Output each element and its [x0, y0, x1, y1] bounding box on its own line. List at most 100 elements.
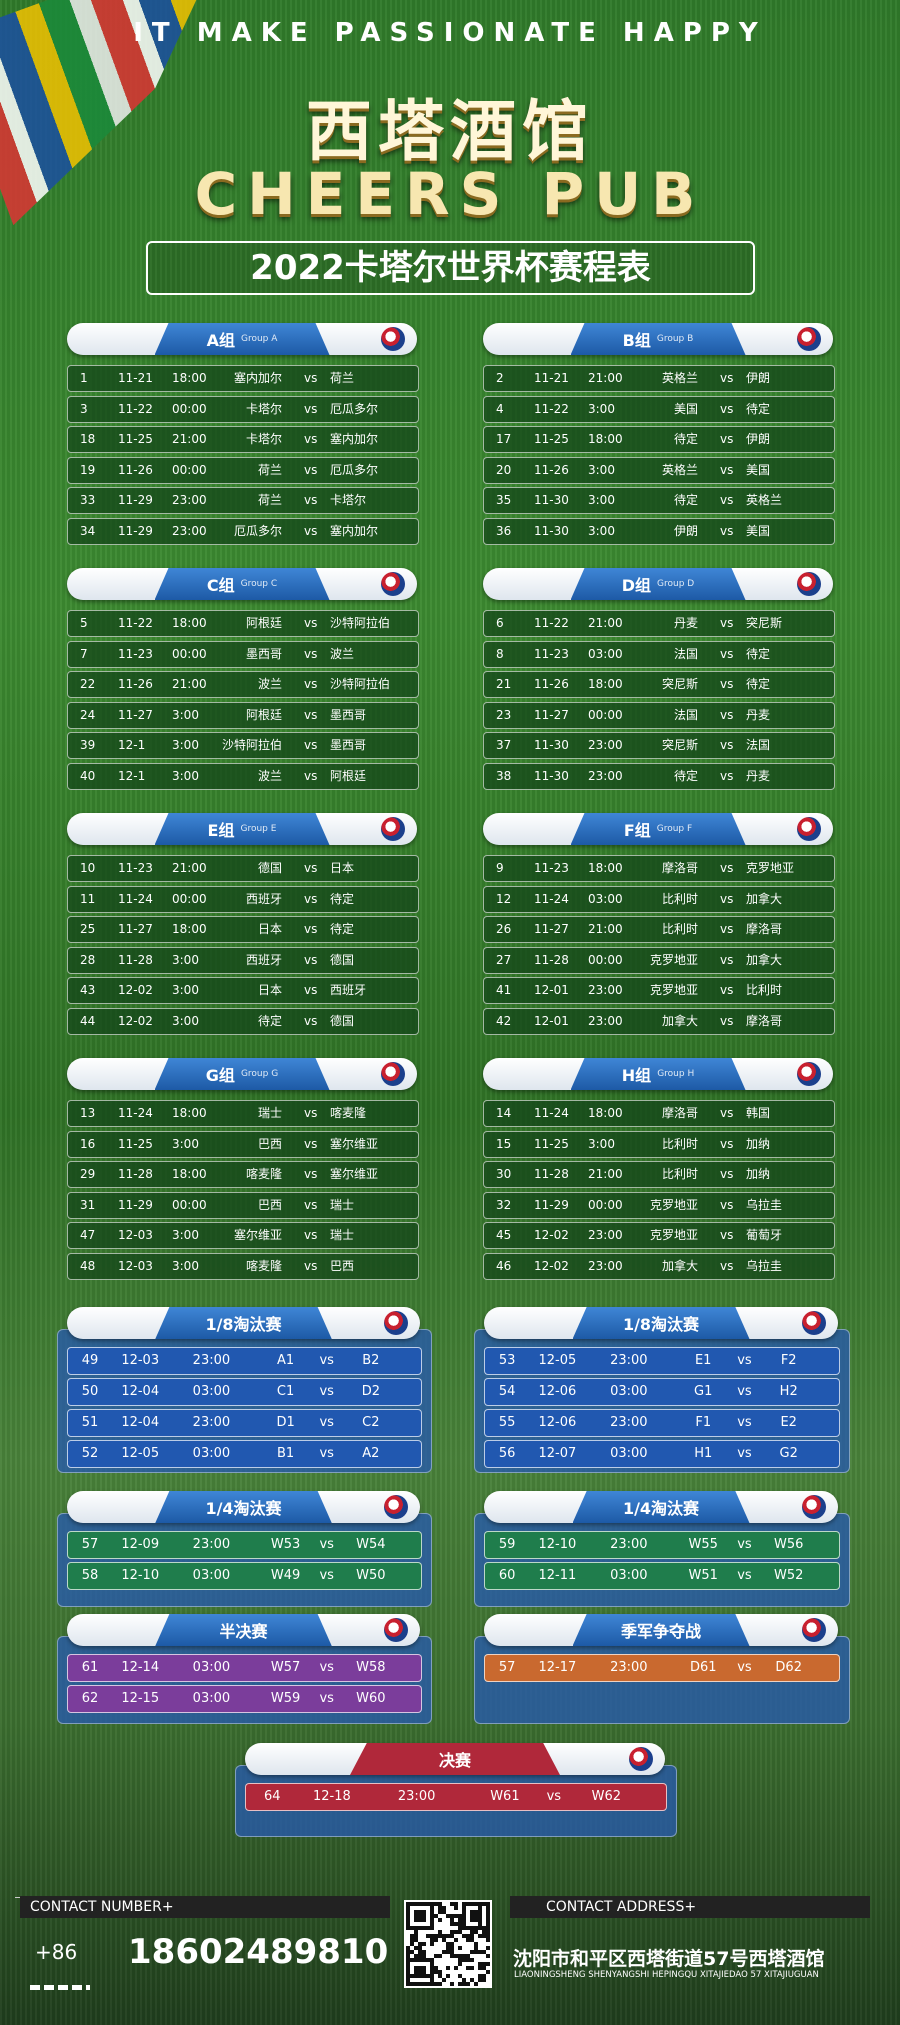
team-away: 伊朗: [746, 371, 771, 385]
match-row: 14 11-24 18:00 摩洛哥 vs 韩国: [483, 1100, 835, 1127]
vs: vs: [319, 1568, 334, 1583]
qr-cell: [414, 1910, 418, 1914]
qr-cell: [466, 1938, 470, 1942]
match-row: 60 12-11 03:00 W51 vs W52: [484, 1562, 840, 1590]
vs: vs: [720, 616, 734, 630]
qr-cell: [486, 1938, 490, 1942]
match-date: 12-10: [538, 1537, 577, 1552]
match-row: 50 12-04 03:00 C1 vs D2: [67, 1378, 422, 1406]
team-home: E1: [694, 1353, 712, 1368]
team-home: 待定: [673, 432, 698, 446]
match-no: 33: [80, 493, 96, 507]
match-row: 52 12-05 03:00 B1 vs A2: [67, 1440, 422, 1468]
qr-cell: [462, 1906, 466, 1910]
qr-cell: [426, 1902, 430, 1906]
match-date: 11-21: [118, 371, 153, 385]
match-row: 43 12-02 3:00 日本 vs 西班牙: [67, 977, 419, 1004]
contact-address-label: CONTACT ADDRESS+: [510, 1896, 870, 1918]
qr-cell: [478, 1934, 482, 1938]
section-name: H组: [621, 1066, 652, 1085]
match-row: 10 11-23 21:00 德国 vs 日本: [67, 855, 419, 882]
match-no: 53: [498, 1353, 516, 1368]
qr-cell: [438, 1970, 442, 1974]
match-time: 23:00: [588, 768, 623, 783]
section-name: 1/8淘汰赛: [622, 1315, 700, 1334]
qr-cell: [422, 1970, 426, 1974]
match-row: 12 11-24 03:00 比利时 vs 加拿大: [483, 885, 835, 913]
qr-cell: [486, 1922, 490, 1926]
section-sub: Group F: [656, 824, 693, 834]
team-home: 喀麦隆: [245, 1258, 282, 1273]
match-time: 23:00: [610, 1353, 648, 1368]
match-row: 38 11-30 23:00 待定 vs 丹麦: [483, 762, 835, 790]
vs: vs: [720, 952, 734, 967]
qr-cell: [414, 1918, 418, 1922]
ball-icon: [797, 1062, 821, 1086]
qr-cell: [414, 1914, 418, 1918]
team-home: 摩洛哥: [661, 1106, 698, 1120]
match-row: 9 11-23 18:00 摩洛哥 vs 克罗地亚: [483, 855, 835, 882]
match-time: 21:00: [588, 922, 623, 936]
qr-cell: [454, 1954, 458, 1958]
match-date: 12-07: [538, 1446, 577, 1461]
match-time: 03:00: [610, 1384, 648, 1399]
vs: vs: [304, 1167, 318, 1181]
match-date: 11-21: [534, 371, 569, 385]
match-time: 23:00: [610, 1415, 648, 1430]
qr-cell: [422, 1910, 426, 1914]
match-time: 21:00: [172, 432, 207, 446]
header-tab: 1/8淘汰赛: [572, 1307, 750, 1339]
header-tab: D组 Group D: [570, 568, 746, 600]
match-no: 44: [80, 1013, 96, 1028]
heading: 2022卡塔尔世界杯赛程表: [146, 241, 755, 295]
section-name: A组: [206, 331, 235, 350]
team-home: 克罗地亚: [649, 952, 698, 967]
qr-cell: [478, 1966, 482, 1970]
team-away: B2: [362, 1353, 380, 1368]
match-row: 36 11-30 3:00 伊朗 vs 美国: [483, 517, 835, 545]
vs: vs: [319, 1537, 334, 1552]
vs: vs: [304, 401, 318, 416]
team-home: 喀麦隆: [245, 1167, 282, 1181]
match-no: 58: [81, 1568, 99, 1583]
match-date: 12-15: [121, 1691, 160, 1706]
qr-cell: [446, 1946, 450, 1950]
qr-cell: [406, 1906, 410, 1910]
vs: vs: [737, 1537, 752, 1552]
qr-cell: [422, 1914, 426, 1918]
match-date: 11-29: [118, 1197, 153, 1212]
team-home: 比利时: [661, 891, 698, 906]
qr-cell: [446, 1974, 450, 1978]
team-away: 卡塔尔: [330, 493, 367, 507]
qr-cell: [434, 1966, 438, 1970]
header-tab: 决赛: [350, 1743, 560, 1775]
qr-cell: [458, 1918, 462, 1922]
qr-cell: [414, 1954, 418, 1958]
qr-cell: [414, 1982, 418, 1986]
qr-cell: [406, 1946, 410, 1950]
match-row: 34 11-29 23:00 厄瓜多尔 vs 塞内加尔: [67, 517, 419, 545]
qr-cell: [470, 1902, 474, 1906]
vs: vs: [319, 1691, 334, 1706]
qr-cell: [410, 1958, 414, 1962]
qr-cell: [434, 1982, 438, 1986]
team-away: 荷兰: [330, 371, 355, 385]
vs: vs: [304, 1258, 318, 1273]
match-row: 28 11-28 3:00 西班牙 vs 德国: [67, 946, 419, 974]
qr-cell: [462, 1958, 466, 1962]
qr-cell: [422, 1942, 426, 1946]
team-away: 克罗地亚: [746, 861, 795, 875]
qr-cell: [474, 1902, 478, 1906]
qr-cell: [462, 1954, 466, 1958]
match-row: 64 12-18 23:00 W61 vs W62: [245, 1783, 667, 1811]
match-date: 12-05: [121, 1446, 160, 1461]
qr-cell: [430, 1922, 434, 1926]
qr-cell: [406, 1962, 410, 1966]
match-no: 47: [80, 1228, 96, 1242]
header-tab: C组 Group C: [154, 568, 330, 600]
team-home: 法国: [673, 646, 698, 661]
team-away: F2: [780, 1353, 797, 1368]
qr-cell: [466, 1982, 470, 1986]
match-no: 2: [496, 371, 504, 385]
qr-cell: [474, 1910, 478, 1914]
